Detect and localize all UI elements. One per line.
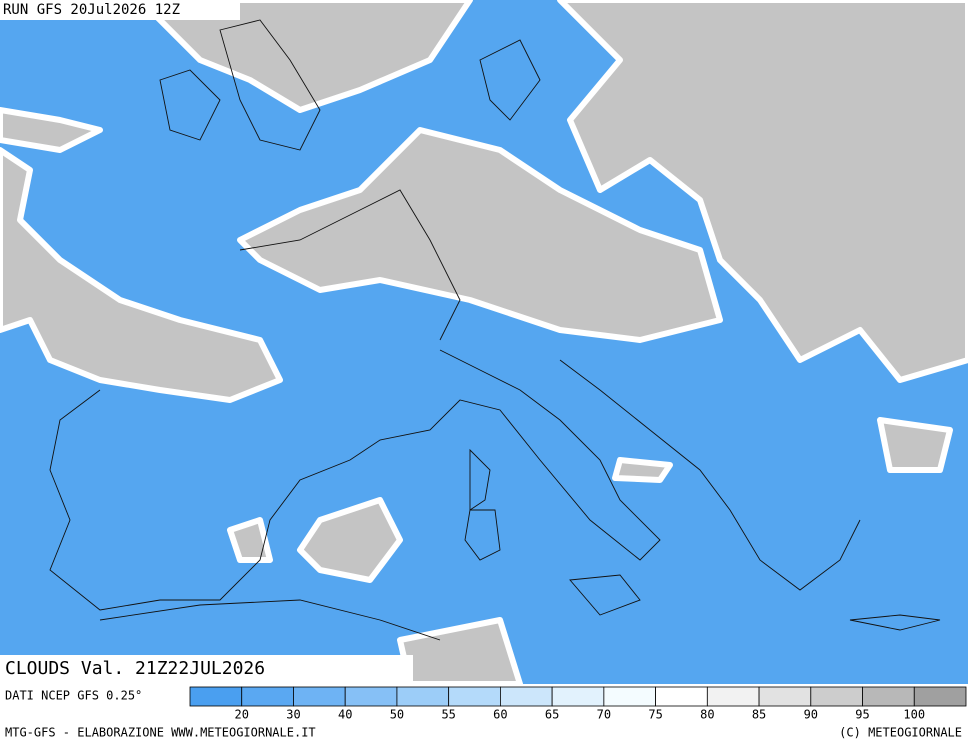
source-label: DATI NCEP GFS 0.25°	[5, 689, 142, 703]
legend-swatch	[293, 686, 346, 707]
legend-swatch	[241, 686, 294, 707]
legend-tick-label: 100	[903, 708, 925, 722]
copyright-label: (C) METEOGIORNALE	[839, 726, 962, 740]
legend-tick-label: 60	[493, 708, 507, 722]
legend-tick-label: 70	[597, 708, 611, 722]
cloud-cover	[0, 0, 968, 684]
legend-tick-label: 20	[235, 708, 249, 722]
legend-tick-label: 80	[700, 708, 714, 722]
legend-swatch	[499, 686, 553, 707]
legend-swatch	[551, 686, 605, 707]
legend-swatch	[758, 686, 812, 707]
title-box	[0, 655, 413, 684]
credit-label: MTG-GFS - ELABORAZIONE WWW.METEOGIORNALE…	[5, 726, 316, 740]
run-box	[0, 0, 240, 20]
legend-swatch	[603, 686, 656, 707]
legend-swatch	[862, 686, 915, 707]
legend-tick-label: 55	[441, 708, 455, 722]
legend-tick-label: 65	[545, 708, 559, 722]
legend-tick-label: 75	[648, 708, 662, 722]
legend-swatch	[448, 686, 501, 707]
legend-tick-label: 95	[855, 708, 869, 722]
legend-tick-label: 90	[804, 708, 818, 722]
legend-swatch	[396, 686, 450, 707]
coastlines	[49, 19, 941, 641]
legend-swatch	[810, 686, 863, 707]
legend-tick-label: 30	[286, 708, 300, 722]
legend-tick-label: 50	[390, 708, 404, 722]
legend-tick-label: 40	[338, 708, 352, 722]
legend-swatch	[913, 686, 967, 707]
legend-swatch	[706, 686, 760, 707]
legend-swatch	[344, 686, 398, 707]
legend-swatch	[655, 686, 708, 707]
map: RUN GFS 20Jul2026 12Z CLOUDS Val. 21Z22J…	[0, 0, 968, 684]
legend-tick-label: 85	[752, 708, 766, 722]
legend-swatch	[189, 686, 243, 707]
map-title: CLOUDS Val. 21Z22JUL2026	[5, 658, 265, 679]
legend: DATI NCEP GFS 0.25° 20 30 40 50 55 60 65 70 75 80…	[5, 686, 967, 722]
run-label: RUN GFS 20Jul2026 12Z	[3, 2, 180, 18]
